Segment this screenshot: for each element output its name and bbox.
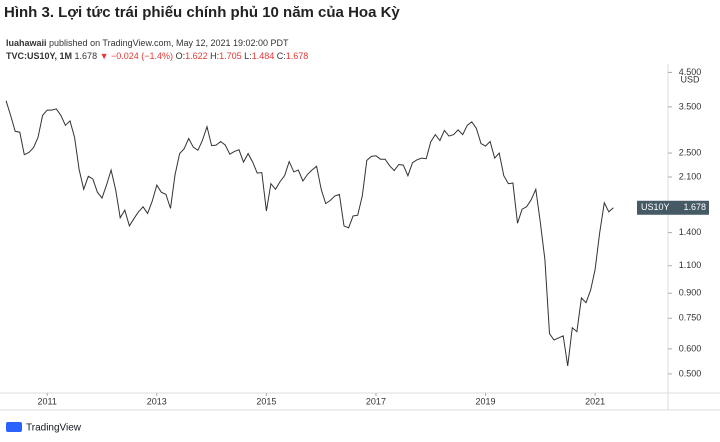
open-label: O: xyxy=(176,51,186,61)
x-tick-label: 2011 xyxy=(38,396,57,406)
y-tick-label: 2.100 xyxy=(679,171,702,181)
last-price-label: US10Y 1.678 xyxy=(637,200,709,215)
y-tick-label: 1.100 xyxy=(679,260,702,270)
symbol: TVC:US10Y, 1M xyxy=(6,51,72,61)
y-tick-label: 2.500 xyxy=(679,147,702,157)
y-tick-label: 0.500 xyxy=(679,368,702,378)
y-tick-label: 0.900 xyxy=(679,288,702,298)
last-price-symbol: US10Y xyxy=(641,202,670,212)
ohlc-line: TVC:US10Y, 1M 1.678 ▼ −0.024 (−1.4%) O:1… xyxy=(6,51,308,61)
close: 1.678 xyxy=(286,51,309,61)
y-tick-label: 3.500 xyxy=(679,101,702,111)
brand: TradingView xyxy=(26,423,82,434)
x-tick-label: 2019 xyxy=(476,396,496,406)
axis-unit: USD xyxy=(680,74,700,84)
y-tick-label: 1.400 xyxy=(679,227,702,237)
y-tick-label: 4.500 xyxy=(679,67,702,77)
x-tick-label: 2017 xyxy=(366,396,386,406)
high: 1.705 xyxy=(219,51,242,61)
open: 1.622 xyxy=(185,51,208,61)
x-tick-label: 2013 xyxy=(147,396,167,406)
low: 1.484 xyxy=(252,51,275,61)
y-axis: 4.500 3.500 2.500 2.100 1.400 1.100 0.900 0.750… xyxy=(668,67,701,378)
change: ▼ −0.024 (−1.4%) xyxy=(100,51,173,61)
last-price-value: 1.678 xyxy=(683,202,706,212)
publisher-line: luahawaii published on TradingView.com, … xyxy=(6,38,289,48)
y-tick-label: 0.600 xyxy=(679,343,702,353)
last-price-box xyxy=(637,200,709,215)
x-tick-label: 2015 xyxy=(256,396,276,406)
close-label: C: xyxy=(277,51,286,61)
logo xyxy=(6,422,22,432)
title: Hình 3. Lợi tức trái phiếu chính phủ 10 … xyxy=(4,4,400,21)
x-tick-label: 2021 xyxy=(585,396,605,406)
low-label: L: xyxy=(244,51,252,61)
price-line xyxy=(5,100,614,366)
author: luahawaii xyxy=(6,38,47,48)
published: published on TradingView.com, May 12, 20… xyxy=(49,38,289,48)
y-tick-label: 0.750 xyxy=(679,313,702,323)
price: 1.678 xyxy=(75,51,98,61)
high-label: H: xyxy=(210,51,219,61)
